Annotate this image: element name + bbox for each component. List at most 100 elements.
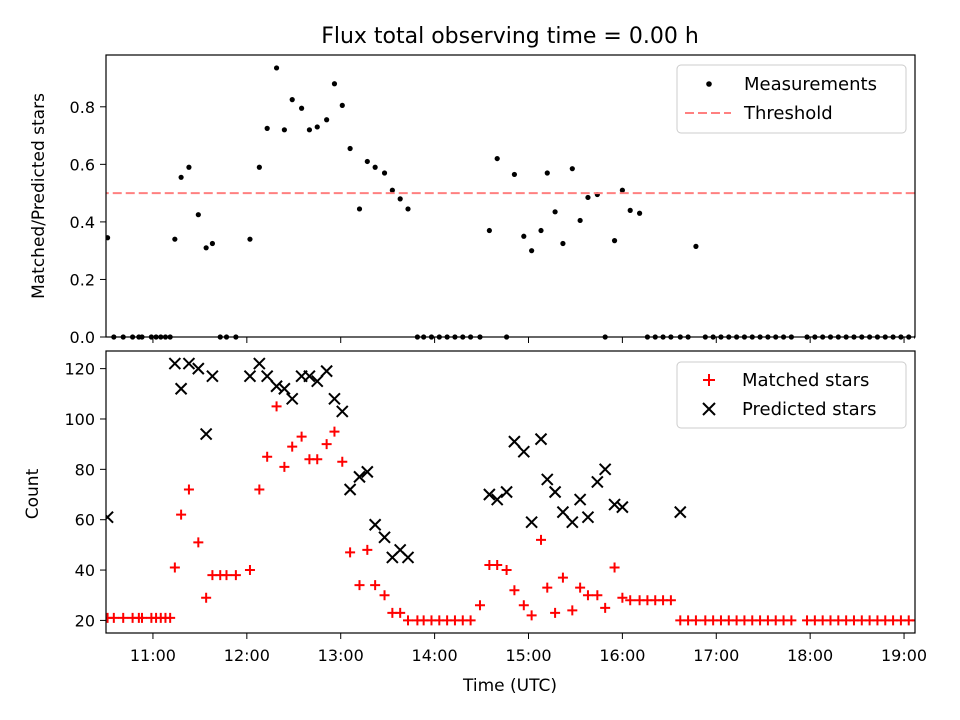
matched-stars-point — [230, 570, 241, 581]
figure-title: Flux total observing time = 0.00 h — [321, 24, 699, 49]
matched-stars-point — [118, 612, 129, 623]
y-tick-label: 0.6 — [70, 155, 95, 174]
bottom-xlabel: Time (UTC) — [462, 676, 557, 696]
measurements-point — [511, 171, 518, 178]
matched-stars-point — [542, 582, 553, 593]
matched-stars-point — [362, 544, 373, 555]
legend-matched-label: Matched stars — [742, 370, 869, 391]
predicted-stars-point — [368, 518, 382, 531]
measurements-point — [339, 102, 345, 108]
predicted-stars-point — [517, 445, 531, 458]
matched-stars-point — [465, 615, 476, 626]
matched-stars-point — [625, 595, 636, 606]
predicted-stars-point — [199, 427, 213, 441]
legend-threshold-label: Threshold — [743, 103, 833, 124]
measurements-point — [560, 240, 566, 247]
top-axes-frame — [105, 54, 916, 338]
plot-area — [106, 357, 915, 626]
measurements-point — [289, 97, 295, 103]
matched-stars-point — [108, 612, 119, 623]
legend-predicted-label: Predicted stars — [742, 399, 876, 420]
predicted-stars-point — [591, 475, 604, 489]
y-tick-label: 0.0 — [70, 328, 95, 347]
matched-stars-point — [165, 612, 176, 623]
matched-stars-point — [690, 615, 701, 626]
matched-stars-point — [492, 560, 503, 571]
matched-stars-point — [617, 592, 628, 603]
measurements-point — [521, 233, 527, 239]
measurements-point — [577, 217, 583, 224]
measurements-point — [585, 194, 591, 201]
bottom-legend-box — [676, 361, 907, 429]
measurements-point — [306, 127, 313, 133]
matched-stars-point — [183, 484, 194, 495]
predicted-stars-point — [548, 485, 562, 499]
x-tick-label: 11:00 — [130, 646, 176, 665]
predicted-stars-point — [598, 463, 612, 476]
predicted-stars-point — [336, 405, 349, 418]
predicted-stars-point — [260, 369, 274, 383]
measurements-point — [611, 238, 618, 244]
matched-stars-point — [271, 401, 282, 412]
predicted-stars-point — [556, 505, 570, 519]
matched-stars-point — [312, 454, 323, 465]
predicted-stars-point — [483, 488, 496, 501]
measurements-point — [627, 207, 633, 213]
measurements-point — [372, 164, 378, 170]
measurements-point — [324, 117, 330, 123]
matched-stars-point — [474, 600, 485, 611]
matched-stars-point — [403, 615, 414, 626]
x-tick-label: 17:00 — [693, 646, 739, 665]
measurements-point — [172, 236, 178, 242]
predicted-stars-point — [206, 369, 219, 383]
measurements-point — [529, 248, 535, 254]
matched-stars-point — [582, 590, 593, 601]
matched-stars-point — [287, 441, 298, 452]
predicted-stars-point — [253, 357, 266, 370]
matched-stars-point — [911, 619, 915, 622]
measurements-point — [405, 206, 411, 212]
matched-stars-point — [279, 461, 290, 472]
x-tick-label: 12:00 — [224, 646, 270, 665]
x-tick-label: 18:00 — [787, 646, 833, 665]
measurements-point — [209, 240, 216, 247]
predicted-stars-point — [243, 369, 257, 383]
measurements-point — [693, 243, 699, 249]
measurements-point — [552, 209, 558, 215]
x-tick-label: 13:00 — [318, 646, 364, 665]
predicted-stars-point — [616, 500, 629, 514]
matched-stars-point — [136, 612, 147, 623]
measurements-point — [636, 210, 643, 216]
measurements-point — [314, 124, 320, 130]
matched-stars-point — [262, 451, 273, 462]
matched-stars-point — [244, 565, 255, 576]
measurements-point — [494, 155, 500, 162]
measurements-point — [538, 227, 544, 234]
bottom-legend: Matched stars Predicted stars — [676, 361, 907, 429]
measurements-point — [178, 174, 184, 180]
predicted-stars-point — [303, 369, 316, 383]
predicted-stars-point — [174, 382, 188, 395]
x-tick-label: 15:00 — [505, 646, 551, 665]
predicted-stars-point — [353, 470, 366, 484]
matched-stars-point — [201, 592, 212, 603]
predicted-stars-point — [608, 498, 621, 511]
x-tick-label: 14:00 — [412, 646, 458, 665]
matched-stars-point — [221, 570, 232, 581]
matched-stars-point — [329, 426, 340, 437]
bottom-panel: 20 40 60 80 100 120 11:00 12:00 13:00 14:00 15:00 1… — [23, 350, 927, 696]
predicted-stars-point — [278, 382, 291, 395]
measurements-point — [486, 227, 492, 234]
y-tick-label: 0.8 — [70, 98, 95, 117]
measurements-point — [247, 236, 253, 242]
matched-stars-point — [354, 580, 365, 591]
y-tick-label: 0.4 — [70, 213, 95, 232]
measurements-point — [397, 196, 403, 202]
matched-stars-point — [379, 590, 390, 601]
matched-stars-point — [526, 610, 537, 621]
matched-stars-point — [395, 607, 406, 618]
predicted-stars-point — [320, 364, 333, 378]
predicted-stars-point — [182, 357, 196, 370]
measurements-point — [356, 206, 363, 212]
measurements-point — [389, 187, 395, 193]
